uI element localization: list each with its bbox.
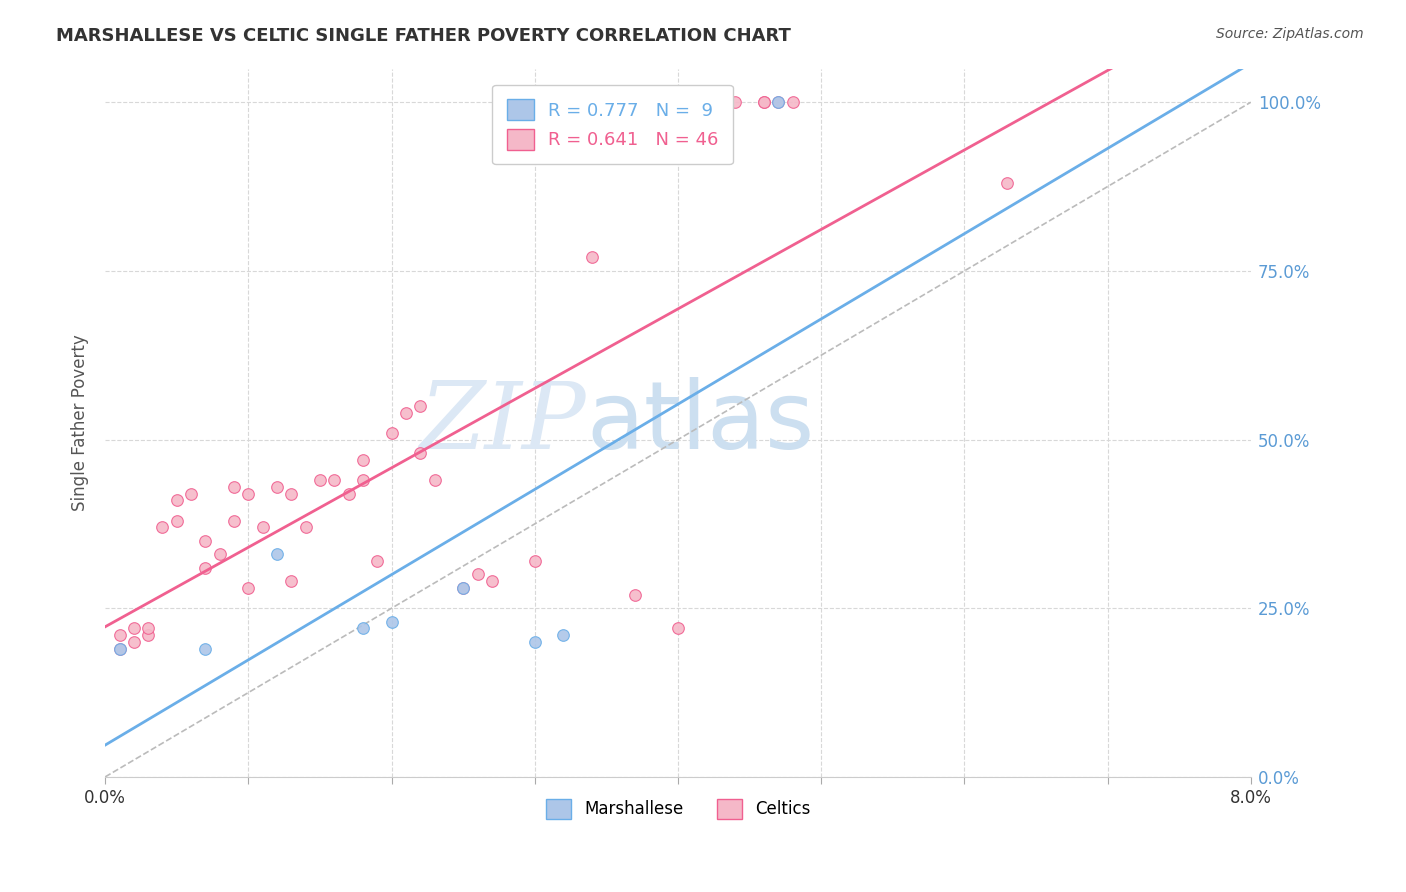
Point	[352, 622, 374, 636]
Point	[553, 628, 575, 642]
Point	[152, 520, 174, 534]
Point	[108, 641, 131, 656]
Legend: Marshallese, Celtics: Marshallese, Celtics	[538, 793, 817, 825]
Point	[451, 581, 474, 595]
Point	[180, 486, 202, 500]
Point	[238, 581, 260, 595]
Point	[309, 473, 332, 487]
Point	[337, 486, 360, 500]
Point	[194, 560, 217, 574]
Point	[451, 581, 474, 595]
Point	[266, 480, 288, 494]
Point	[381, 425, 404, 440]
Point	[166, 493, 188, 508]
Point	[166, 514, 188, 528]
Point	[724, 95, 747, 110]
Point	[266, 547, 288, 561]
Point	[523, 554, 546, 568]
Point	[624, 588, 647, 602]
Point	[752, 95, 775, 110]
Point	[122, 635, 145, 649]
Point	[136, 622, 159, 636]
Point	[194, 641, 217, 656]
Point	[108, 641, 131, 656]
Point	[222, 480, 245, 494]
Point	[323, 473, 346, 487]
Point	[352, 473, 374, 487]
Point	[280, 574, 302, 589]
Text: atlas: atlas	[586, 376, 814, 468]
Point	[381, 615, 404, 629]
Point	[395, 406, 418, 420]
Point	[208, 547, 231, 561]
Text: MARSHALLESE VS CELTIC SINGLE FATHER POVERTY CORRELATION CHART: MARSHALLESE VS CELTIC SINGLE FATHER POVE…	[56, 27, 792, 45]
Point	[766, 95, 789, 110]
Point	[523, 635, 546, 649]
Point	[467, 567, 489, 582]
Point	[782, 95, 804, 110]
Point	[194, 533, 217, 548]
Point	[409, 446, 432, 460]
Point	[481, 574, 503, 589]
Point	[409, 399, 432, 413]
Point	[666, 622, 689, 636]
Point	[238, 486, 260, 500]
Point	[581, 251, 603, 265]
Point	[995, 176, 1018, 190]
Y-axis label: Single Father Poverty: Single Father Poverty	[72, 334, 89, 511]
Point	[423, 473, 446, 487]
Point	[366, 554, 388, 568]
Point	[222, 514, 245, 528]
Text: Source: ZipAtlas.com: Source: ZipAtlas.com	[1216, 27, 1364, 41]
Point	[280, 486, 302, 500]
Point	[252, 520, 274, 534]
Point	[766, 95, 789, 110]
Text: ZIP: ZIP	[420, 377, 586, 467]
Point	[752, 95, 775, 110]
Point	[352, 452, 374, 467]
Point	[122, 622, 145, 636]
Point	[294, 520, 316, 534]
Point	[136, 628, 159, 642]
Point	[108, 628, 131, 642]
